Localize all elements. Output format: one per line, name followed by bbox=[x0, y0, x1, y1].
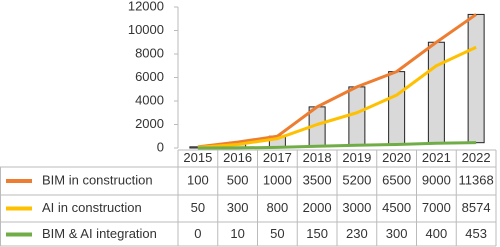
table-value: 9000 bbox=[422, 172, 451, 187]
table-value: 5200 bbox=[342, 172, 371, 187]
table-value: 453 bbox=[465, 226, 487, 241]
table-value: 300 bbox=[227, 200, 249, 215]
up-down-bar bbox=[348, 86, 366, 146]
table-value: 2000 bbox=[303, 200, 332, 215]
legend-label: AI in construction bbox=[42, 200, 142, 215]
y-tick-label: 0 bbox=[157, 139, 164, 154]
y-tick-label: 2000 bbox=[135, 116, 164, 131]
x-tick-label: 2018 bbox=[303, 150, 332, 165]
table-value: 1000 bbox=[263, 172, 292, 187]
x-tick-label: 2017 bbox=[263, 150, 292, 165]
legend-label: BIM & AI integration bbox=[42, 226, 157, 241]
y-tick-label: 6000 bbox=[135, 69, 164, 84]
series-line bbox=[197, 13, 477, 149]
table-value: 7000 bbox=[422, 200, 451, 215]
table-value: 11368 bbox=[459, 172, 494, 187]
table-value: 230 bbox=[346, 226, 368, 241]
table-value: 8574 bbox=[462, 200, 491, 215]
y-tick-label: 10000 bbox=[128, 22, 164, 37]
table-value: 300 bbox=[386, 226, 408, 241]
table-value: 10 bbox=[230, 226, 244, 241]
x-tick-label: 2022 bbox=[462, 150, 491, 165]
x-tick-label: 2019 bbox=[342, 150, 371, 165]
table-value: 50 bbox=[270, 226, 284, 241]
up-down-bar bbox=[467, 13, 485, 144]
series-line bbox=[197, 141, 477, 150]
table-value: 400 bbox=[426, 226, 448, 241]
up-down-bar bbox=[388, 71, 406, 145]
y-tick-label: 4000 bbox=[135, 92, 164, 107]
table-value: 800 bbox=[267, 200, 289, 215]
series-line bbox=[197, 45, 477, 149]
table-value: 4500 bbox=[382, 200, 411, 215]
table-value: 150 bbox=[306, 226, 328, 241]
x-tick-label: 2016 bbox=[223, 150, 252, 165]
table-value: 3000 bbox=[342, 200, 371, 215]
table-value: 6500 bbox=[382, 172, 411, 187]
table-value: 100 bbox=[187, 172, 209, 187]
legend-label: BIM in construction bbox=[42, 172, 153, 187]
y-tick-label: 8000 bbox=[135, 45, 164, 60]
table-value: 50 bbox=[191, 200, 205, 215]
x-tick-label: 2021 bbox=[422, 150, 451, 165]
x-tick-label: 2015 bbox=[183, 150, 212, 165]
up-down-bar bbox=[427, 41, 445, 144]
y-tick-label: 12000 bbox=[128, 0, 164, 13]
table-value: 0 bbox=[194, 226, 201, 241]
x-tick-label: 2020 bbox=[382, 150, 411, 165]
table-value: 3500 bbox=[303, 172, 332, 187]
table-value: 500 bbox=[227, 172, 249, 187]
